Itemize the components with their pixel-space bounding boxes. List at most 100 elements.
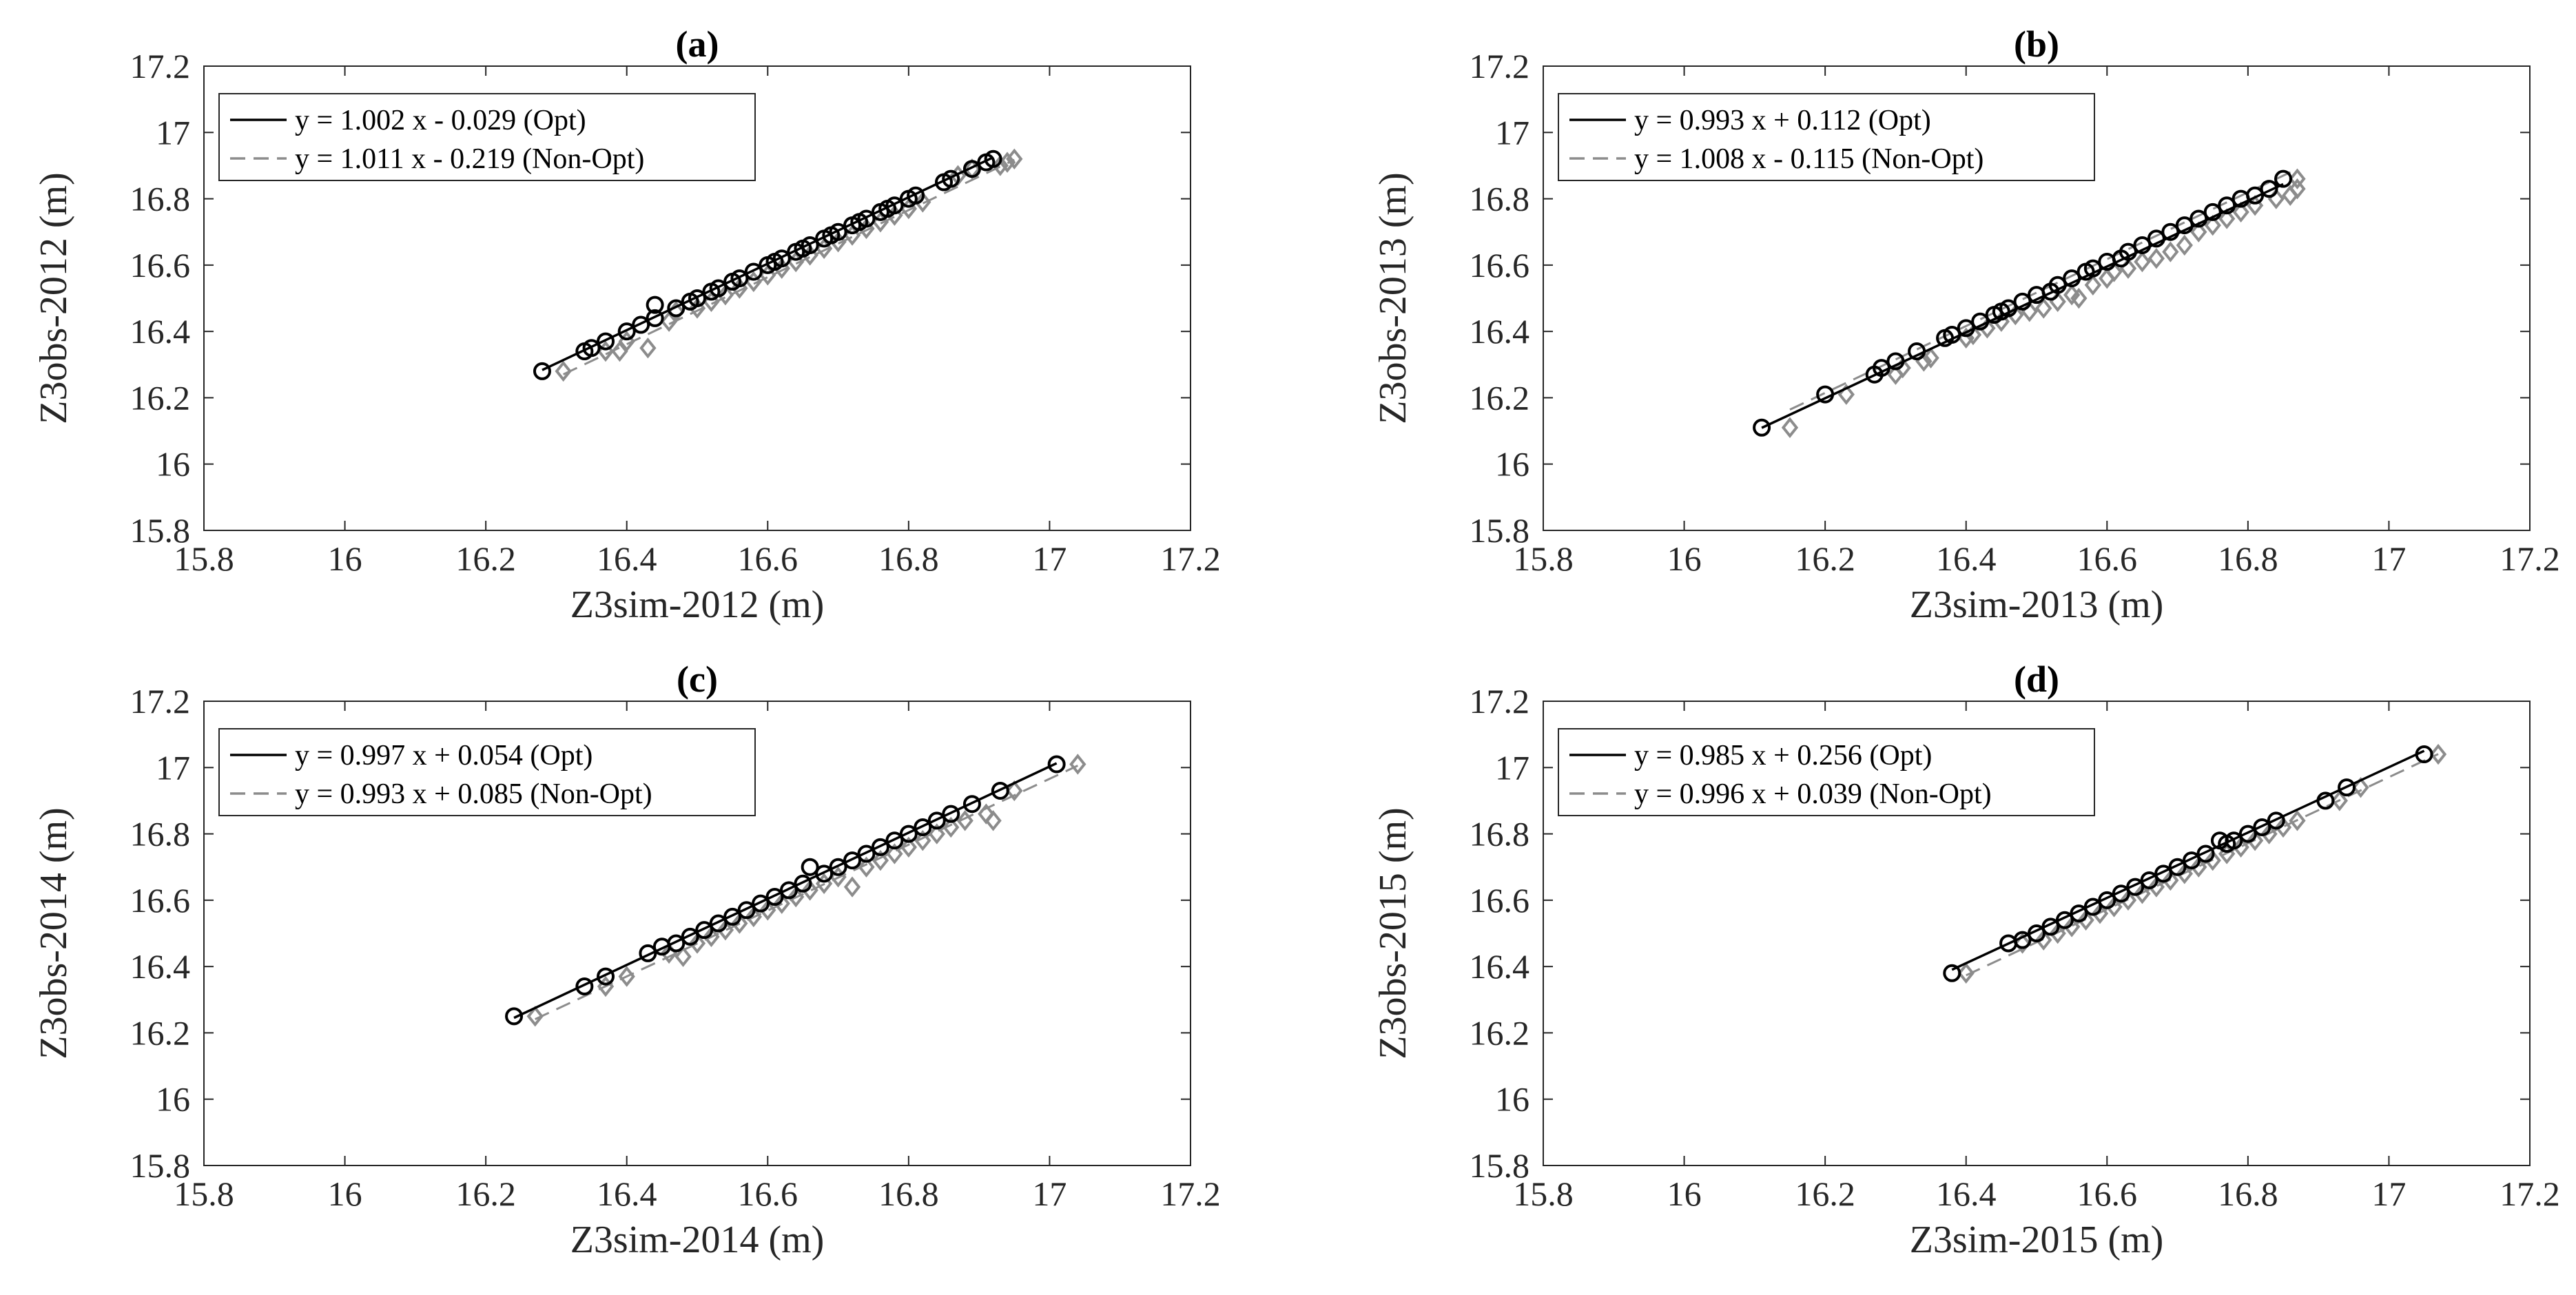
- y-tick-label: 17: [156, 113, 190, 152]
- data-point-non-opt: [639, 338, 657, 359]
- data-point-opt: [2133, 236, 2152, 254]
- x-tick-label: 16: [1667, 1174, 1702, 1213]
- data-point-opt: [942, 169, 960, 188]
- x-tick-label: 17.2: [2500, 539, 2560, 578]
- data-point-non-opt: [956, 810, 973, 831]
- y-tick-label: 16.4: [1470, 947, 1530, 986]
- data-point-non-opt: [526, 1006, 544, 1027]
- data-point-non-opt: [703, 926, 720, 948]
- data-point-non-opt: [801, 880, 818, 901]
- legend-label-non-opt: y = 0.996 x + 0.039 (Non-Opt): [1634, 778, 1992, 810]
- x-tick-label: 15.8: [174, 1174, 234, 1213]
- data-point-opt: [962, 795, 981, 814]
- data-point-opt: [695, 921, 714, 940]
- data-point-opt: [2260, 180, 2278, 198]
- data-point-non-opt: [998, 152, 1016, 173]
- data-point-opt: [794, 874, 812, 893]
- data-point-opt: [2218, 196, 2236, 215]
- plot-content: [533, 148, 1023, 382]
- data-point-opt: [681, 927, 699, 946]
- data-point-non-opt: [2289, 810, 2306, 831]
- data-point-non-opt: [942, 816, 960, 838]
- legend-label-non-opt: y = 1.008 x - 0.115 (Non-Opt): [1634, 143, 1983, 175]
- fit-line-non-opt: [563, 158, 1015, 375]
- data-point-non-opt: [2232, 201, 2249, 223]
- data-point-non-opt: [2190, 856, 2207, 878]
- data-point-non-opt: [2063, 916, 2081, 937]
- data-point-non-opt: [914, 829, 931, 851]
- data-point-non-opt: [872, 849, 889, 871]
- y-tick-label: 17: [1495, 113, 1529, 152]
- data-point-non-opt: [1069, 754, 1086, 775]
- x-tick-label: 16.4: [597, 539, 657, 578]
- data-point-non-opt: [2070, 287, 2088, 309]
- y-tick-label: 16.8: [1470, 815, 1530, 853]
- data-point-opt: [2013, 292, 2032, 311]
- data-point-non-opt: [985, 810, 1002, 831]
- data-point-opt: [927, 811, 946, 830]
- x-tick-label: 17: [2371, 1174, 2406, 1213]
- data-point-opt: [1908, 342, 1926, 361]
- data-point-non-opt: [745, 906, 762, 928]
- x-tick-label: 16.6: [2077, 1174, 2138, 1213]
- data-point-opt: [914, 818, 932, 836]
- data-point-non-opt: [2176, 234, 2193, 256]
- plot-content: [1943, 743, 2447, 984]
- data-point-opt: [737, 901, 756, 920]
- data-point-opt: [885, 831, 904, 850]
- y-tick-label: 16.6: [130, 881, 191, 920]
- data-point-non-opt: [660, 311, 678, 332]
- y-tick-label: 16.2: [1470, 378, 1530, 417]
- data-point-non-opt: [2274, 816, 2292, 838]
- x-tick-label: 17.2: [1160, 1174, 1221, 1213]
- data-point-opt: [505, 1007, 524, 1026]
- data-point-opt: [597, 332, 615, 351]
- data-point-opt: [2041, 918, 2060, 936]
- data-point-non-opt: [688, 933, 706, 954]
- data-point-non-opt: [2105, 896, 2123, 918]
- data-point-opt: [2070, 904, 2088, 923]
- panel-title: (c): [677, 659, 718, 700]
- y-tick-label: 17.2: [130, 47, 191, 85]
- fit-line-opt: [513, 762, 1058, 1019]
- data-point-opt: [2147, 229, 2165, 248]
- x-tick-label: 17: [2371, 539, 2406, 578]
- data-point-non-opt: [2331, 790, 2348, 811]
- data-point-opt: [709, 279, 728, 298]
- data-point-non-opt: [717, 919, 734, 941]
- data-point-opt: [639, 944, 657, 962]
- y-tick-label: 16.6: [130, 246, 191, 284]
- data-point-opt: [1957, 319, 1975, 338]
- y-tick-label: 17: [156, 748, 190, 787]
- data-point-opt: [772, 249, 791, 268]
- data-point-non-opt: [1922, 347, 1939, 369]
- data-point-opt: [2196, 845, 2215, 863]
- data-point-opt: [815, 864, 834, 883]
- data-point-opt: [2028, 924, 2046, 942]
- data-point-non-opt: [1006, 780, 1023, 802]
- data-point-opt: [2225, 831, 2243, 850]
- x-tick-label: 16.2: [1795, 1174, 1855, 1213]
- panel-title: (d): [2014, 659, 2059, 700]
- data-point-non-opt: [2232, 836, 2249, 858]
- data-point-opt: [646, 296, 664, 314]
- data-point-non-opt: [2289, 168, 2306, 189]
- x-tick-label: 16.2: [1795, 539, 1855, 578]
- x-tick-label: 15.8: [1513, 539, 1574, 578]
- data-point-opt: [2267, 811, 2285, 830]
- data-point-non-opt: [991, 155, 1009, 176]
- y-tick-label: 16.4: [130, 312, 191, 351]
- y-tick-label: 16.2: [130, 378, 191, 417]
- data-point-non-opt: [2084, 274, 2101, 296]
- data-point-opt: [617, 322, 636, 341]
- legend-label-non-opt: y = 1.011 x - 0.219 (Non-Opt): [295, 143, 644, 175]
- y-tick-label: 16.6: [1470, 881, 1530, 920]
- data-point-non-opt: [2147, 248, 2165, 269]
- x-axis-label: Z3sim-2012 (m): [570, 583, 825, 626]
- data-point-opt: [2168, 858, 2187, 876]
- data-point-opt: [1816, 385, 1835, 404]
- x-tick-label: 16.4: [1936, 539, 1997, 578]
- data-point-non-opt: [886, 843, 903, 864]
- data-point-non-opt: [2352, 776, 2369, 798]
- data-point-opt: [942, 805, 960, 823]
